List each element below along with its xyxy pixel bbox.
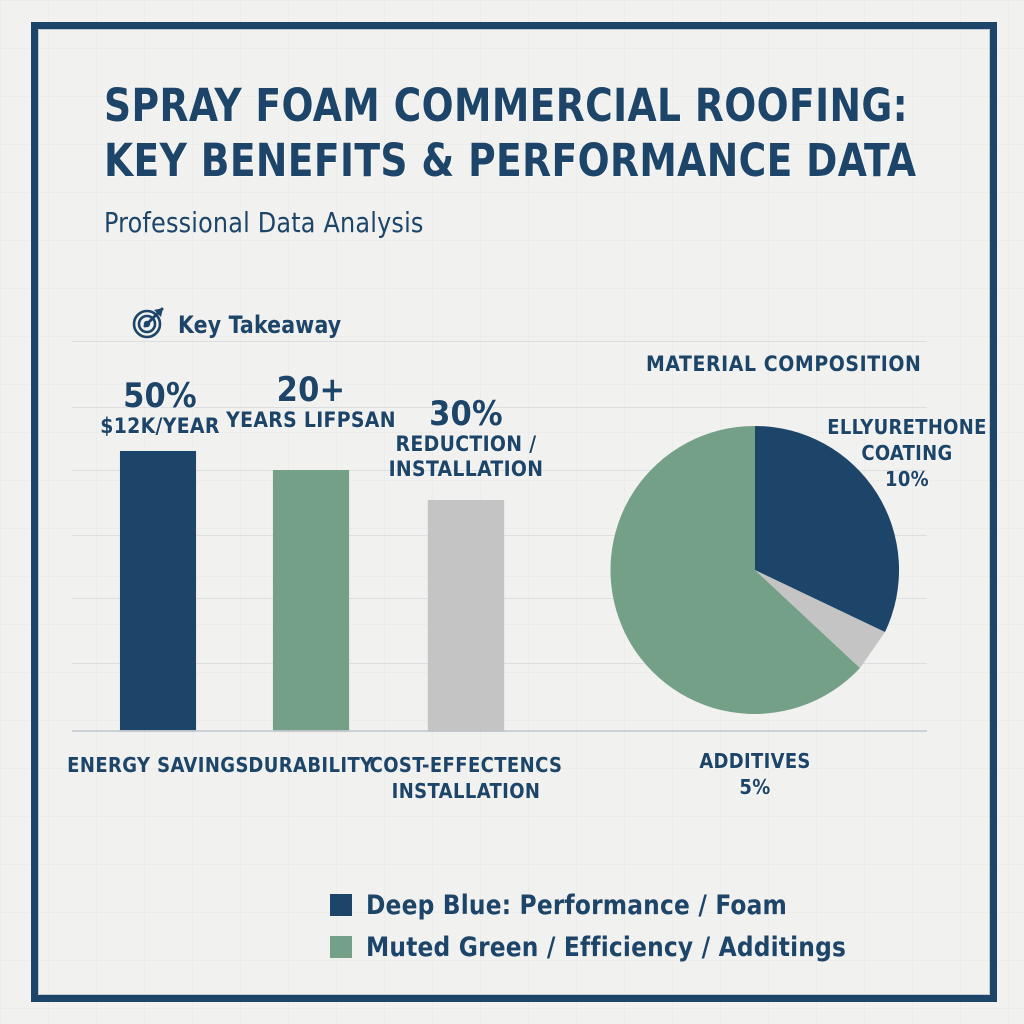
legend-item-deep-blue[interactable]: Deep Blue: Performance / Foam (330, 884, 866, 926)
bar-category-label-durability: Durability (248, 753, 374, 777)
bar-annotation-energy-savings: 50% $12K/Year (60, 378, 260, 439)
pie-slice-other[interactable] (755, 570, 885, 668)
legend-swatch-deep-blue (330, 894, 352, 916)
bar-category-label-cost-effectiveness: Cost-Effectencs Installation (369, 753, 563, 803)
bar-annotation-cost-effectiveness: 30% Reduction / Installation (366, 396, 566, 482)
bar-cost-effectiveness[interactable] (428, 500, 504, 730)
legend: Deep Blue: Performance / Foam Muted Gree… (330, 884, 866, 968)
pie-label-additives-text: Additives (699, 749, 811, 773)
target-icon (132, 305, 166, 344)
bar-category-label-energy-savings: Energy Savings (67, 753, 249, 777)
stat-sublabel: Years Lifpsan (226, 408, 396, 432)
gridline (72, 341, 927, 342)
pie-label-coating-value: 10% (885, 467, 929, 491)
pie-chart-title: Material Composition (646, 352, 922, 376)
stat-value: 30% (429, 394, 503, 434)
stat-sublabel: $12K/Year (100, 414, 220, 438)
pie-chart (609, 424, 901, 716)
gridline (72, 407, 927, 408)
legend-label-muted-green: Muted Green / Efficiency / Additings (366, 931, 847, 963)
stat-value: 20+ (276, 370, 346, 410)
decorative-border-frame (31, 22, 997, 1002)
pie-label-coating-text: Ellyurethone Coating (827, 415, 987, 465)
stat-value: 50% (123, 376, 197, 416)
page-subtitle: Professional Data Analysis (104, 206, 424, 239)
legend-label-deep-blue: Deep Blue: Performance / Foam (366, 889, 788, 921)
page-title-line-2: Key Benefits & Performance Data (104, 134, 917, 187)
bar-chart (72, 335, 927, 735)
gridline (72, 470, 927, 471)
pie-label-additives-value: 5% (739, 775, 771, 799)
pie-label-coating: Ellyurethone Coating 10% (822, 414, 992, 492)
key-takeaway-label: Key Takeaway (178, 310, 342, 339)
bar-energy-savings[interactable] (120, 451, 196, 730)
page-title: Spray Foam Commercial Roofing: Key Benef… (104, 78, 917, 188)
bar-annotation-durability: 20+ Years Lifpsan (211, 372, 411, 433)
axis-baseline (72, 730, 927, 732)
bar-durability[interactable] (273, 470, 349, 730)
pie-label-additives: Additives 5% (655, 748, 855, 800)
pie-slice-coating[interactable] (755, 426, 900, 632)
key-takeaway: Key Takeaway (132, 305, 350, 344)
stat-sublabel: Reduction / Installation (388, 432, 544, 481)
page-title-line-1: Spray Foam Commercial Roofing: (104, 79, 909, 132)
legend-item-muted-green[interactable]: Muted Green / Efficiency / Additings (330, 926, 866, 968)
pie-slice-additives[interactable] (610, 425, 860, 714)
legend-swatch-muted-green (330, 936, 352, 958)
